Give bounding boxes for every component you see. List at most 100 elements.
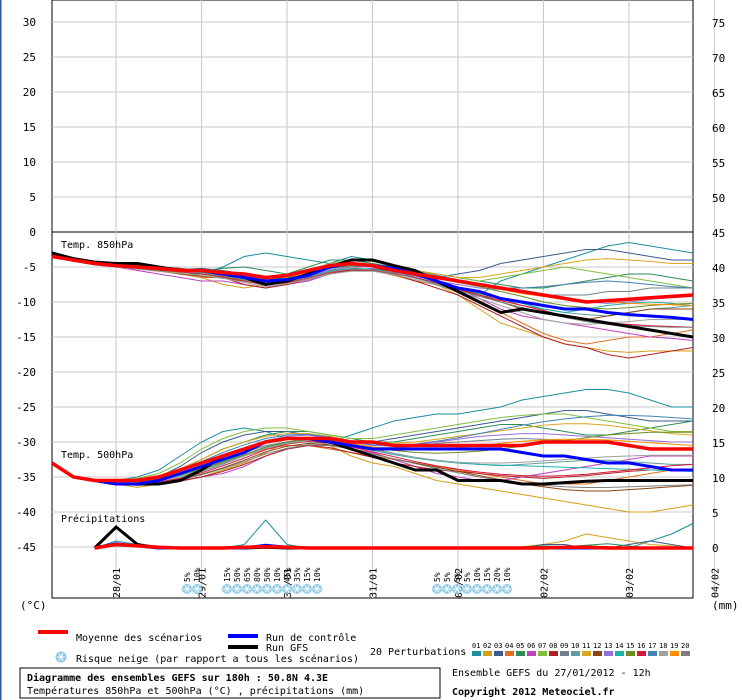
right-tick-label: 55 [712,157,725,170]
perturbation-swatches: 01 02 03 04 05 06 07 08 09 10 11 12 13 14 15 16 17 18 19 20 [472,642,690,656]
snow-risk-marker: 5% [442,572,452,594]
t500-perturbation-line [51,389,693,481]
perturbation-swatch [516,651,525,656]
snow-risk-marker: 5% [462,572,472,594]
panel-label-precip: Précipitations [61,513,145,525]
perturbation-id: 16 [637,642,645,650]
perturbation-id: 20 [681,642,689,650]
right-tick-label: 45 [712,227,725,240]
perturbation-id: 12 [593,642,601,650]
perturbation-id: 05 [516,642,524,650]
left-tick-label: 10 [23,156,36,169]
chart-title: Diagramme des ensembles GEFS sur 180h : … [27,672,328,684]
snow-risk-percent: 10% [473,567,482,582]
perturbation-id: 18 [659,642,667,650]
perturbation-swatch [560,651,569,656]
perturbation-swatch [659,651,668,656]
right-tick-label: 35 [712,297,725,310]
perturbation-id: 19 [670,642,678,650]
t850-mean-line [51,254,694,304]
t500-gfs-line [51,437,693,486]
snowflake-stroke [454,585,460,593]
snow-risk-marker: 10% [472,567,482,594]
run-info: Ensemble GEFS du 27/01/2012 - 12h [452,668,651,679]
snowflake-stroke [184,585,190,593]
perturbation-swatch [472,651,481,656]
snow-risk-marker: 50% [232,567,242,594]
t500-perturbation-line [51,413,693,481]
right-tick-label: 70 [712,52,725,65]
perturbation-id: 03 [494,642,502,650]
perturbation-id: 08 [549,642,557,650]
right-tick-label: 25 [712,367,725,380]
snow-risk-percent: 10% [273,567,282,582]
perturbation-swatch [637,651,646,656]
perturbation-swatch [593,651,602,656]
snowflake-stroke [224,585,230,593]
t500-control-line [51,437,693,486]
perturbation-id: 09 [560,642,568,650]
snow-risk-marker: 5% [182,572,192,594]
right-tick-label: 60 [712,122,725,135]
snowflake-icon [55,651,67,663]
snow-risk-marker: 80% [252,567,262,594]
legend-mean-label: Moyenne des scénarios [76,632,202,644]
snow-risk-percent: 50% [233,567,242,582]
perturbation-id: 01 [472,642,480,650]
snow-risk-marker: 35% [292,567,302,594]
perturbation-id: 07 [538,642,546,650]
left-tick-label: -25 [16,401,36,414]
left-tick-label: -35 [16,471,36,484]
snowflake-stroke [314,585,320,593]
legend-gfs-label: Run GFS [266,643,308,654]
perturbation-swatch [670,651,679,656]
snow-risk-percent: 50% [263,567,272,582]
snowflake-stroke [484,585,490,593]
snowflake-stroke [254,585,260,593]
snow-risk-percent: 5% [453,572,462,582]
snow-risk-row: 5% 10% 15% 50% 65% 80% 50% 10% 45% 35% 15% 10% 5% 5% 5… [182,567,512,594]
perturbation-swatch [538,651,547,656]
left-tick-label: -15 [16,331,36,344]
left-tick-label: -45 [16,541,36,554]
precipitation_mm-mean-line [94,542,693,550]
left-axis-ticks: 30 25 20 15 10 5 0 -5 -10 -15 -20 -25 -30 -35 -40 -45 [16,16,36,554]
snowflake-stroke [194,585,200,593]
snowflake-stroke [264,585,270,593]
right-tick-label: 30 [712,332,725,345]
snow-risk-marker: 10% [272,567,282,594]
date-label: 29/01 [198,568,209,598]
perturbation-swatch [571,651,580,656]
perturbation-swatch [681,651,690,656]
snow-risk-percent: 80% [253,567,262,582]
right-tick-label: 75 [712,17,725,30]
date-label: 28/01 [112,568,123,598]
snowflake-stroke [444,585,450,593]
left-tick-label: 20 [23,86,36,99]
snowflake-stroke [494,585,500,593]
right-tick-label: 20 [712,402,725,415]
snow-risk-marker: 10% [312,567,322,594]
right-tick-label: 40 [712,262,725,275]
snow-risk-percent: 5% [443,572,452,582]
snowflake-stroke [274,585,280,593]
chart-subtitle: Températures 850hPa et 500hPa (°C) , pré… [27,685,364,697]
main-lines [51,251,694,550]
legend-perturbations-label: 20 Perturbations [370,647,466,658]
snow-risk-percent: 10% [313,567,322,582]
snow-risk-marker: 10% [192,567,202,594]
perturbation-id: 15 [626,642,634,650]
left-tick-label: -10 [16,296,36,309]
legend-snow-label: Risque neige (par rapport a tous les scé… [76,653,359,665]
date-label: 31/01 [369,568,380,598]
left-tick-label: 0 [29,226,36,239]
snowflake-stroke [464,585,470,593]
date-label: 03/02 [625,568,636,598]
left-axis-unit: (°C) [20,599,47,612]
snow-risk-percent: 20% [493,567,502,582]
snow-risk-marker: 15% [482,567,492,594]
perturbation-id: 11 [582,642,590,650]
left-tick-label: 25 [23,51,36,64]
perturbation-swatch [604,651,613,656]
